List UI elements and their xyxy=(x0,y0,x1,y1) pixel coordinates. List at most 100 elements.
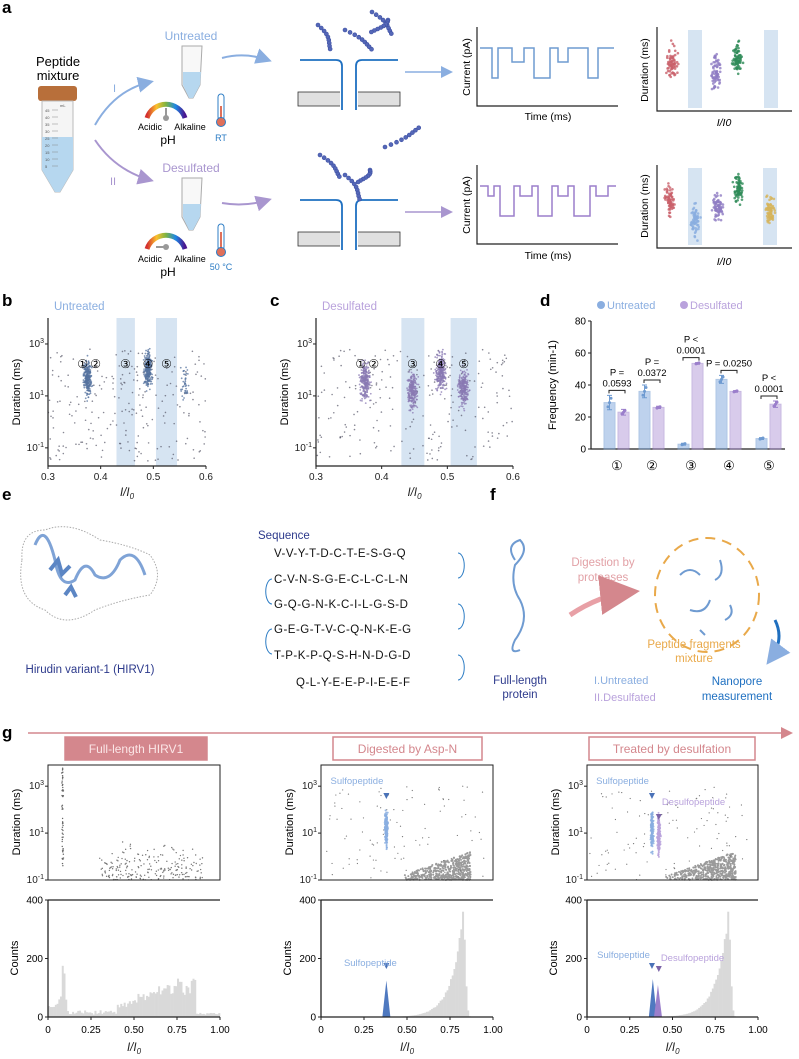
event-point xyxy=(411,408,414,411)
event-point xyxy=(100,388,103,390)
ph-label-bottom: pH xyxy=(160,265,175,279)
condition-desulfated: II.Desulfated xyxy=(594,692,656,704)
y-tick-label: 101 xyxy=(297,390,312,402)
event-point xyxy=(393,809,395,811)
y-axis-label: Duration (ms) xyxy=(11,359,23,426)
event-point xyxy=(150,380,153,383)
event-point xyxy=(62,833,64,836)
event-point xyxy=(464,391,467,394)
event-point xyxy=(147,868,149,871)
event-point xyxy=(56,351,58,354)
event-point xyxy=(456,384,459,387)
y-tick-label: 10-1 xyxy=(27,874,44,886)
event-point xyxy=(151,418,154,421)
event-point xyxy=(440,372,443,375)
event-point xyxy=(433,381,436,383)
amino-acid-bead xyxy=(357,196,362,202)
event-point xyxy=(151,376,154,379)
event-point xyxy=(426,874,429,877)
amino-acid-bead xyxy=(369,9,375,15)
event-point xyxy=(182,398,185,401)
event-point xyxy=(699,874,702,877)
event-point xyxy=(86,447,88,450)
event-point xyxy=(187,875,189,878)
panel-title: Desulfated xyxy=(322,301,377,313)
event-point xyxy=(431,449,433,451)
event-point xyxy=(388,397,391,399)
event-point xyxy=(119,378,122,380)
event-point xyxy=(737,193,741,197)
event-point xyxy=(141,415,144,418)
event-point xyxy=(508,389,510,392)
histogram-bin xyxy=(448,985,451,1017)
event-point xyxy=(388,363,390,366)
histogram-bin xyxy=(177,978,180,1017)
event-point xyxy=(715,868,718,871)
event-point xyxy=(172,393,174,396)
thermometer-icon xyxy=(216,93,226,257)
event-point xyxy=(411,871,414,874)
event-point xyxy=(85,366,88,369)
x-tick-label: 0.4 xyxy=(375,472,389,483)
event-point xyxy=(175,874,177,876)
replicate-point xyxy=(683,442,687,446)
event-point xyxy=(179,405,181,408)
event-point xyxy=(671,876,674,879)
event-point xyxy=(162,415,165,417)
event-point xyxy=(112,873,114,876)
event-point xyxy=(77,403,80,406)
event-point xyxy=(728,806,731,808)
y-tick-label: 400 xyxy=(26,896,43,907)
y-tick-label: 103 xyxy=(29,338,44,350)
event-point xyxy=(421,874,424,877)
event-point xyxy=(412,379,415,382)
event-point xyxy=(692,213,696,217)
event-point xyxy=(431,389,433,391)
event-point xyxy=(464,371,467,374)
event-point xyxy=(146,352,149,355)
sequence-connector xyxy=(457,654,465,681)
event-point xyxy=(468,851,471,854)
event-point xyxy=(129,847,132,850)
replicate-point xyxy=(735,389,739,393)
replicate-point xyxy=(606,405,610,409)
histogram-bin xyxy=(120,1003,123,1017)
amino-acid-bead xyxy=(349,178,355,184)
event-point xyxy=(144,358,147,360)
event-point xyxy=(445,860,448,863)
event-point xyxy=(380,807,382,809)
event-point xyxy=(103,441,106,444)
event-point xyxy=(451,874,454,877)
event-point xyxy=(145,406,147,409)
event-point xyxy=(86,371,88,374)
event-point xyxy=(424,827,426,830)
event-point xyxy=(711,871,714,874)
event-point xyxy=(675,65,679,68)
event-point xyxy=(436,864,439,867)
event-point xyxy=(374,355,377,357)
event-point xyxy=(328,455,331,458)
amino-acid-bead xyxy=(342,172,348,178)
event-point xyxy=(445,382,448,385)
event-point xyxy=(147,385,149,388)
event-point xyxy=(652,839,655,842)
event-point xyxy=(505,421,508,424)
event-point xyxy=(199,877,201,880)
event-point xyxy=(673,49,677,53)
event-point xyxy=(694,201,698,205)
event-point xyxy=(361,399,363,402)
event-point xyxy=(735,51,738,54)
event-point xyxy=(712,866,715,869)
event-point xyxy=(712,86,716,90)
event-point xyxy=(85,406,87,409)
event-point xyxy=(195,876,197,879)
event-point xyxy=(135,412,138,415)
event-point xyxy=(722,849,724,852)
tube-mark-label: 40 xyxy=(45,115,50,120)
event-point xyxy=(459,389,462,392)
event-point xyxy=(361,379,364,382)
p-value-label: 0.0372 xyxy=(637,368,666,379)
event-point xyxy=(667,182,670,185)
event-point xyxy=(148,388,151,391)
